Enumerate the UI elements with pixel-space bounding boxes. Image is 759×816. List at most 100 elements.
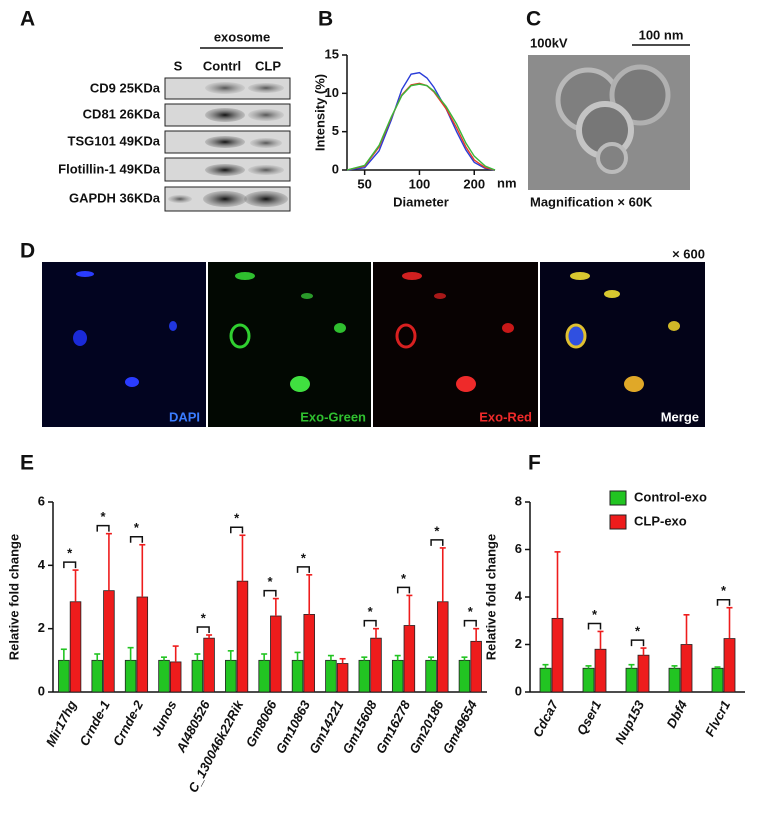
y-tick-label: 4 (515, 588, 523, 603)
tem-caption: Magnification × 60K (530, 194, 653, 209)
error-bar (327, 654, 334, 661)
bar (458, 659, 471, 693)
bar (437, 601, 449, 693)
bar (358, 659, 371, 693)
significance-bracket (129, 536, 144, 543)
tem-scale: 100 nm (639, 27, 684, 42)
error-bar (261, 653, 268, 661)
bar (551, 617, 564, 693)
error-bar (72, 569, 79, 602)
bar (594, 648, 607, 693)
x-unit: nm (497, 175, 517, 190)
error-bar (473, 627, 480, 642)
error-bar (172, 645, 179, 662)
y-tick-label: 0 (515, 683, 522, 698)
x-tick-label: Qser1 (574, 698, 605, 738)
panel-label: F (528, 452, 541, 475)
significance-label: * (301, 550, 307, 565)
y-tick-label: 2 (515, 636, 522, 651)
bar (325, 659, 337, 693)
error-bar (361, 656, 368, 661)
significance-bracket (716, 598, 731, 606)
legend-swatch (609, 514, 627, 530)
lane-label: CLP (255, 58, 281, 73)
y-axis-label: Intensity (%) (312, 74, 327, 151)
error-bar (439, 547, 446, 602)
bar (668, 667, 681, 693)
significance-label: * (368, 604, 374, 619)
legend-swatch (609, 490, 627, 506)
bar (637, 654, 650, 693)
bar (225, 659, 237, 693)
microscopy-images (42, 262, 705, 427)
significance-bracket (296, 566, 310, 573)
error-bar (60, 648, 67, 661)
magnification: × 600 (672, 246, 705, 261)
y-tick-label: 10 (325, 85, 339, 100)
bar (158, 659, 170, 693)
error-bar (683, 614, 690, 645)
x-tick-label: Flvcr1 (702, 698, 733, 739)
bar (680, 644, 693, 693)
legend-label: Control-exo (634, 489, 707, 504)
y-tick-label: 0 (332, 161, 339, 176)
y-tick-label: 6 (515, 541, 522, 556)
bar (391, 659, 404, 693)
bar (723, 638, 736, 693)
error-bar (239, 534, 246, 582)
significance-label: * (67, 546, 73, 561)
tem-voltage: 100kV (530, 35, 568, 50)
significance-label: * (434, 523, 440, 538)
bar (470, 640, 482, 693)
error-bar (105, 532, 112, 591)
panel-label: C (526, 8, 541, 31)
line (346, 83, 496, 171)
significance-bracket (263, 589, 277, 597)
bar (425, 659, 437, 693)
bar (136, 596, 149, 693)
bar (291, 659, 304, 693)
significance-label: * (134, 520, 140, 535)
error-bar (139, 543, 146, 597)
error-bar (161, 656, 168, 661)
x-tick-label: Crnde-2 (110, 697, 147, 748)
error-bar (628, 663, 635, 669)
bar (258, 659, 270, 693)
lane-label: S (174, 58, 183, 73)
error-bar (127, 646, 134, 661)
bar (303, 614, 315, 693)
x-tick-label: 100 (409, 176, 431, 191)
x-tick-label: Gm8066 (243, 697, 280, 749)
error-bar (206, 634, 213, 639)
y-tick-label: 2 (38, 620, 45, 635)
significance-bracket (463, 619, 477, 627)
bar (58, 659, 70, 693)
bar (270, 615, 282, 693)
x-tick-label: Cdca7 (530, 697, 562, 739)
error-bar (94, 653, 101, 661)
tem-image (528, 55, 690, 190)
x-tick-label: Dbf4 (663, 697, 690, 730)
significance-bracket (363, 619, 377, 627)
panel-label: B (318, 8, 333, 31)
error-bar (461, 656, 468, 661)
bar (203, 637, 215, 693)
x-tick-label: Nup153 (612, 697, 648, 746)
panel-label: A (20, 8, 35, 31)
channel-label: Merge (661, 409, 699, 424)
significance-label: * (635, 624, 641, 639)
y-tick-label: 8 (515, 493, 522, 508)
y-tick-label: 15 (325, 46, 339, 61)
error-bar (339, 657, 346, 664)
y-tick-label: 5 (332, 123, 339, 138)
significance-bracket (230, 526, 244, 534)
significance-label: * (592, 607, 598, 622)
significance-label: * (468, 604, 474, 619)
x-tick-label: Junos (148, 698, 179, 739)
blot-header: exosome (214, 29, 270, 44)
significance-bracket (63, 561, 77, 569)
y-tick-label: 4 (38, 557, 46, 572)
y-tick-label: 0 (38, 683, 45, 698)
bar (403, 625, 416, 693)
